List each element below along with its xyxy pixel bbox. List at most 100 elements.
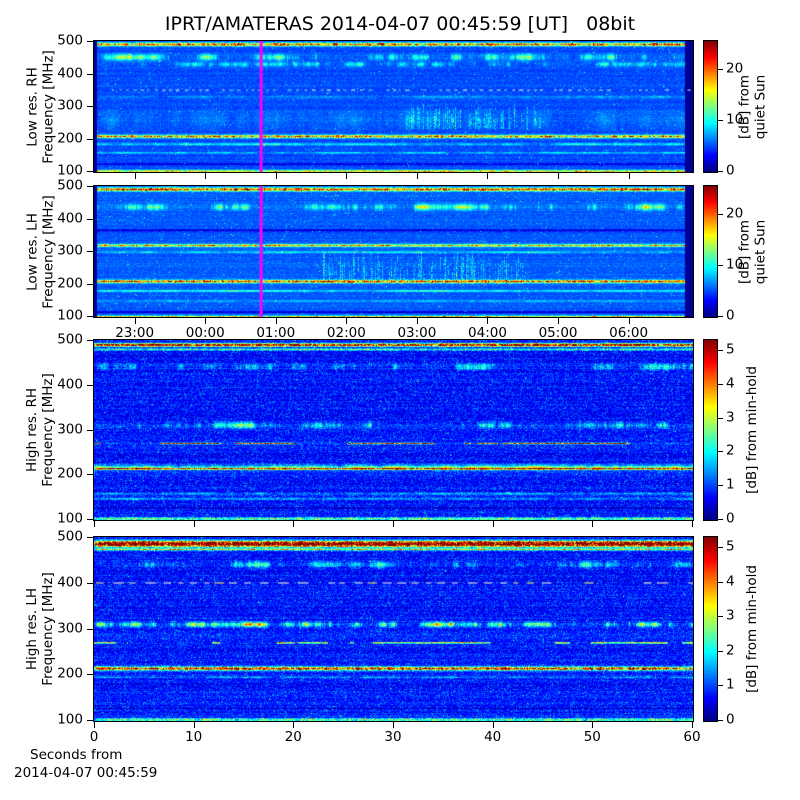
colorbar-tick bbox=[718, 485, 723, 487]
y-tick bbox=[87, 628, 93, 630]
x-tick bbox=[293, 521, 295, 527]
x-tick bbox=[205, 318, 207, 324]
spectrogram-canvas-low-res-lh bbox=[94, 186, 693, 317]
colorbar-tick-label: 1 bbox=[726, 677, 735, 694]
x-tick-label: 40 bbox=[484, 729, 502, 745]
colorbar-tick bbox=[718, 171, 723, 172]
y-tick bbox=[87, 73, 93, 75]
x-tick bbox=[193, 521, 195, 527]
x-tick bbox=[94, 722, 95, 728]
x-tick bbox=[416, 173, 418, 179]
chart-title: IPRT/AMATERAS 2014-04-07 00:45:59 [UT] 0… bbox=[164, 13, 636, 35]
x-tick bbox=[393, 521, 394, 527]
colorbar-tick bbox=[718, 417, 723, 419]
x-tick bbox=[628, 173, 630, 179]
footer-start-datetime: 2014-04-07 00:45:59 bbox=[14, 765, 158, 781]
x-tick bbox=[692, 521, 693, 527]
y-tick bbox=[87, 674, 93, 676]
x-tick bbox=[393, 722, 394, 728]
x-tick bbox=[487, 318, 489, 324]
colorbar-tick bbox=[718, 616, 723, 618]
colorbar-tick-label: 0 bbox=[726, 510, 735, 527]
colorbar-tick-label: 3 bbox=[726, 608, 735, 625]
colorbar-tick bbox=[718, 316, 723, 317]
y-tick bbox=[87, 474, 93, 476]
y-tick-label: 400 bbox=[57, 376, 83, 393]
x-tick bbox=[628, 318, 630, 324]
colorbar-label-low-res-lh: [dB] from quiet Sun bbox=[736, 219, 768, 284]
colorbar-tick-label: 1 bbox=[726, 476, 735, 493]
colorbar-tick bbox=[718, 581, 723, 583]
y-tick-label: 300 bbox=[57, 421, 83, 438]
x-tick bbox=[492, 722, 494, 728]
colorbar-tick bbox=[718, 350, 723, 352]
y-tick bbox=[87, 41, 93, 42]
colorbar-label-low-res-rh: [dB] from quiet Sun bbox=[736, 74, 768, 139]
x-tick-label: 04:00 bbox=[468, 325, 507, 341]
y-axis-label-low-res-rh: Low res. RH Frequency [MHz] bbox=[24, 49, 56, 164]
colorbar-tick-label: 3 bbox=[726, 409, 735, 426]
x-tick bbox=[692, 722, 693, 728]
y-axis-label-high-res-rh: High res. RH Frequency [MHz] bbox=[24, 373, 56, 487]
colorbar-tick bbox=[718, 69, 723, 71]
y-tick bbox=[87, 720, 93, 721]
colorbar-tick-label: 0 bbox=[726, 162, 735, 179]
colorbar-tick-label: 2 bbox=[726, 642, 735, 659]
x-tick bbox=[487, 173, 489, 179]
y-tick bbox=[87, 186, 93, 187]
y-tick bbox=[87, 218, 93, 220]
x-tick bbox=[558, 318, 560, 324]
x-tick-label: 30 bbox=[384, 729, 402, 745]
y-axis-label-low-res-lh: Low res. LH Frequency [MHz] bbox=[24, 194, 56, 309]
x-tick-label: 06:00 bbox=[609, 325, 649, 341]
y-tick-label: 300 bbox=[57, 97, 83, 114]
y-tick-label: 100 bbox=[57, 711, 83, 728]
y-tick bbox=[87, 429, 93, 431]
colorbar-tick bbox=[718, 650, 723, 652]
y-axis-label-high-res-lh: High res. LH Frequency [MHz] bbox=[24, 572, 56, 686]
y-tick-label: 400 bbox=[57, 574, 83, 591]
y-tick-label: 200 bbox=[57, 665, 83, 682]
x-tick bbox=[275, 173, 277, 179]
y-tick bbox=[87, 519, 93, 520]
panel-high-res-lh bbox=[93, 536, 694, 722]
colorbar-tick bbox=[718, 451, 723, 453]
colorbar-tick-label: 5 bbox=[726, 539, 735, 556]
y-tick bbox=[87, 582, 93, 584]
x-tick bbox=[346, 318, 348, 324]
colorbar-tick-label: 4 bbox=[726, 573, 735, 590]
colorbar-tick-label: 20 bbox=[726, 205, 744, 222]
colorbar-tick bbox=[718, 685, 723, 687]
y-tick bbox=[87, 251, 93, 252]
x-tick bbox=[592, 521, 594, 527]
y-tick-label: 500 bbox=[57, 177, 83, 194]
x-tick bbox=[346, 173, 348, 179]
y-tick-label: 200 bbox=[57, 465, 83, 482]
colorbar-tick-label: 5 bbox=[726, 341, 735, 358]
y-tick bbox=[87, 384, 93, 386]
y-tick-label: 100 bbox=[57, 162, 83, 179]
colorbar-tick-label: 0 bbox=[726, 711, 735, 728]
x-tick-label: 01:00 bbox=[256, 325, 296, 341]
x-tick-label: 23:00 bbox=[115, 325, 155, 341]
colorbar-tick bbox=[718, 214, 723, 216]
y-tick-label: 100 bbox=[57, 307, 83, 324]
y-tick-label: 200 bbox=[57, 130, 83, 147]
x-tick bbox=[205, 173, 207, 179]
colorbar-high-res-lh bbox=[703, 536, 718, 722]
x-tick bbox=[275, 318, 277, 324]
colorbar-tick-label: 20 bbox=[726, 60, 744, 77]
colorbar-tick bbox=[718, 519, 723, 520]
x-tick bbox=[416, 318, 418, 324]
y-tick bbox=[87, 283, 93, 285]
y-tick bbox=[87, 537, 93, 538]
y-tick-label: 500 bbox=[57, 528, 83, 545]
colorbar-tick bbox=[718, 383, 723, 385]
y-tick-label: 400 bbox=[57, 65, 83, 82]
panel-low-res-lh bbox=[93, 185, 694, 318]
x-tick-label: 10 bbox=[185, 729, 203, 745]
x-tick bbox=[94, 521, 95, 527]
x-tick-label: 05:00 bbox=[538, 325, 578, 341]
colorbar-tick bbox=[718, 547, 723, 549]
x-tick bbox=[134, 318, 136, 324]
